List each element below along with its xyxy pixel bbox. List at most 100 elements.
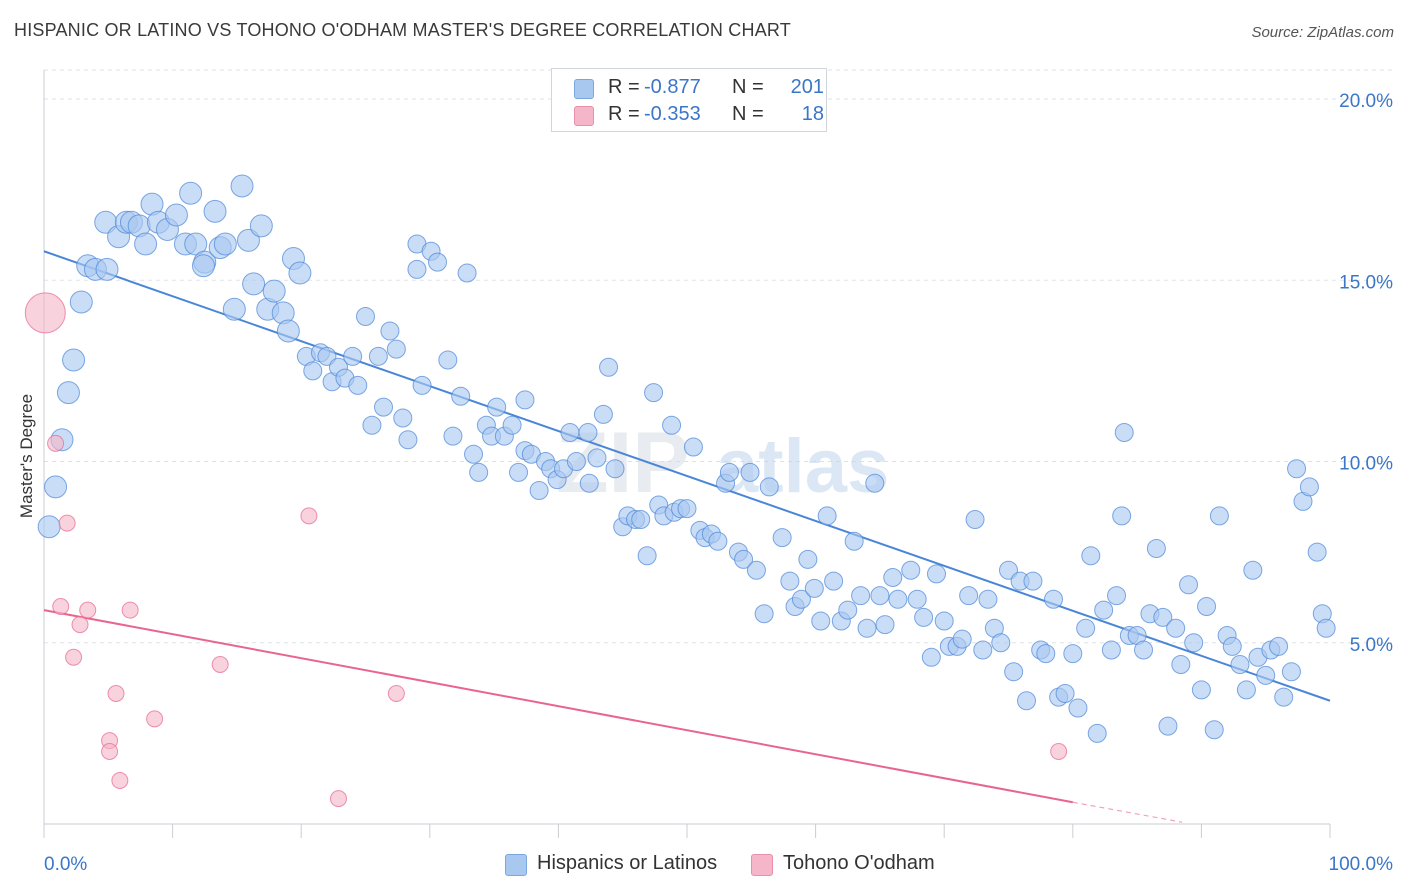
point-hispanic bbox=[95, 257, 119, 281]
point-hispanic bbox=[1243, 560, 1263, 580]
tick-labels: 5.0% 10.0% 15.0% 20.0% 0.0% 100.0% bbox=[44, 91, 1393, 875]
point-hispanic bbox=[428, 252, 448, 272]
point-hispanic bbox=[515, 390, 535, 410]
point-hispanic bbox=[230, 174, 254, 198]
chart-title: HISPANIC OR LATINO VS TOHONO O'ODHAM MAS… bbox=[14, 20, 791, 40]
point-hispanic bbox=[926, 564, 946, 584]
point-hispanic bbox=[605, 459, 625, 479]
point-hispanic bbox=[1171, 655, 1191, 674]
point-hispanic bbox=[888, 589, 908, 609]
point-hispanic bbox=[62, 348, 86, 372]
point-hispanic bbox=[734, 549, 754, 569]
point-hispanic bbox=[1063, 644, 1083, 664]
point-tohono bbox=[111, 772, 129, 789]
legend-n-label: N = bbox=[732, 103, 764, 125]
point-hispanic bbox=[579, 473, 599, 493]
point-hispanic bbox=[1204, 720, 1224, 740]
legend-r-value: -0.353 bbox=[644, 103, 701, 125]
point-hispanic bbox=[1281, 662, 1301, 682]
point-hispanic bbox=[824, 571, 844, 591]
point-hispanic bbox=[1112, 506, 1132, 526]
point-hispanic bbox=[393, 408, 413, 428]
point-hispanic bbox=[134, 232, 158, 256]
trend-lines bbox=[43, 250, 1331, 823]
x-tick-label-max: 100.0% bbox=[1329, 854, 1394, 875]
point-hispanic bbox=[708, 531, 728, 551]
legend-r-label: R = bbox=[608, 103, 640, 125]
point-hispanic bbox=[934, 611, 954, 631]
point-hispanic bbox=[288, 261, 312, 285]
point-hispanic bbox=[1166, 618, 1186, 638]
point-hispanic bbox=[907, 589, 927, 609]
point-hispanic bbox=[374, 397, 394, 417]
point-hispanic bbox=[1316, 618, 1336, 638]
point-hispanic bbox=[1114, 423, 1134, 442]
point-hispanic bbox=[412, 375, 432, 395]
point-hispanic bbox=[1274, 687, 1294, 707]
point-hispanic bbox=[999, 560, 1018, 580]
point-hispanic bbox=[451, 386, 471, 406]
point-hispanic bbox=[236, 228, 260, 252]
point-hispanic bbox=[443, 426, 463, 446]
point-tohono bbox=[101, 743, 119, 760]
point-hispanic bbox=[438, 350, 458, 370]
point-hispanic bbox=[487, 397, 507, 417]
legend-n-value: 18 bbox=[801, 103, 824, 125]
point-hispanic bbox=[593, 404, 613, 424]
point-tohono bbox=[65, 648, 83, 666]
point-hispanic bbox=[883, 568, 903, 587]
point-hispanic bbox=[1236, 680, 1256, 700]
point-tohono bbox=[79, 601, 97, 619]
point-hispanic bbox=[991, 633, 1011, 653]
point-hispanic bbox=[1256, 665, 1276, 685]
point-tohono bbox=[211, 656, 229, 673]
axes bbox=[43, 70, 1331, 838]
data-points bbox=[24, 174, 1336, 808]
point-hispanic bbox=[1230, 655, 1250, 674]
point-hispanic bbox=[965, 510, 985, 529]
point-hispanic bbox=[343, 346, 363, 366]
point-hispanic bbox=[1197, 597, 1217, 616]
point-hispanic bbox=[875, 615, 895, 635]
point-hispanic bbox=[1081, 546, 1101, 566]
point-hispanic bbox=[791, 589, 811, 609]
point-hispanic bbox=[959, 586, 979, 606]
point-hispanic bbox=[179, 181, 203, 205]
point-tohono bbox=[24, 292, 66, 334]
point-hispanic bbox=[644, 383, 664, 403]
point-hispanic bbox=[1287, 459, 1307, 479]
point-hispanic bbox=[368, 346, 388, 366]
point-hispanic bbox=[851, 586, 871, 606]
trend-line-tohono bbox=[43, 609, 1073, 804]
point-hispanic bbox=[1036, 644, 1056, 664]
point-tohono bbox=[121, 601, 139, 619]
point-tohono bbox=[329, 790, 347, 808]
point-hispanic bbox=[1044, 589, 1064, 609]
trend-line-hispanic bbox=[43, 250, 1331, 702]
point-hispanic bbox=[870, 586, 890, 606]
point-hispanic bbox=[1184, 633, 1204, 653]
point-hispanic bbox=[317, 346, 337, 366]
y-tick-label: 20.0% bbox=[1339, 91, 1393, 112]
point-hispanic bbox=[1269, 636, 1289, 656]
y-tick-label: 10.0% bbox=[1339, 454, 1393, 475]
point-hispanic bbox=[407, 259, 427, 279]
legend-r-value: -0.877 bbox=[644, 76, 701, 98]
point-hispanic bbox=[1107, 586, 1127, 606]
point-hispanic bbox=[631, 510, 651, 529]
point-hispanic bbox=[1087, 723, 1107, 743]
point-hispanic bbox=[772, 528, 792, 548]
point-hispanic bbox=[356, 307, 375, 326]
point-hispanic bbox=[817, 506, 837, 526]
source-label: Source: ZipAtlas.com bbox=[1251, 24, 1394, 41]
legend-r-label: R = bbox=[608, 76, 640, 98]
point-hispanic bbox=[952, 629, 972, 649]
point-hispanic bbox=[1068, 698, 1088, 718]
point-hispanic bbox=[838, 600, 858, 620]
point-hispanic bbox=[746, 560, 766, 580]
point-hispanic bbox=[469, 462, 489, 482]
point-hispanic bbox=[1307, 542, 1327, 562]
point-hispanic bbox=[242, 272, 266, 296]
point-hispanic bbox=[203, 199, 227, 223]
point-hispanic bbox=[1209, 506, 1229, 526]
